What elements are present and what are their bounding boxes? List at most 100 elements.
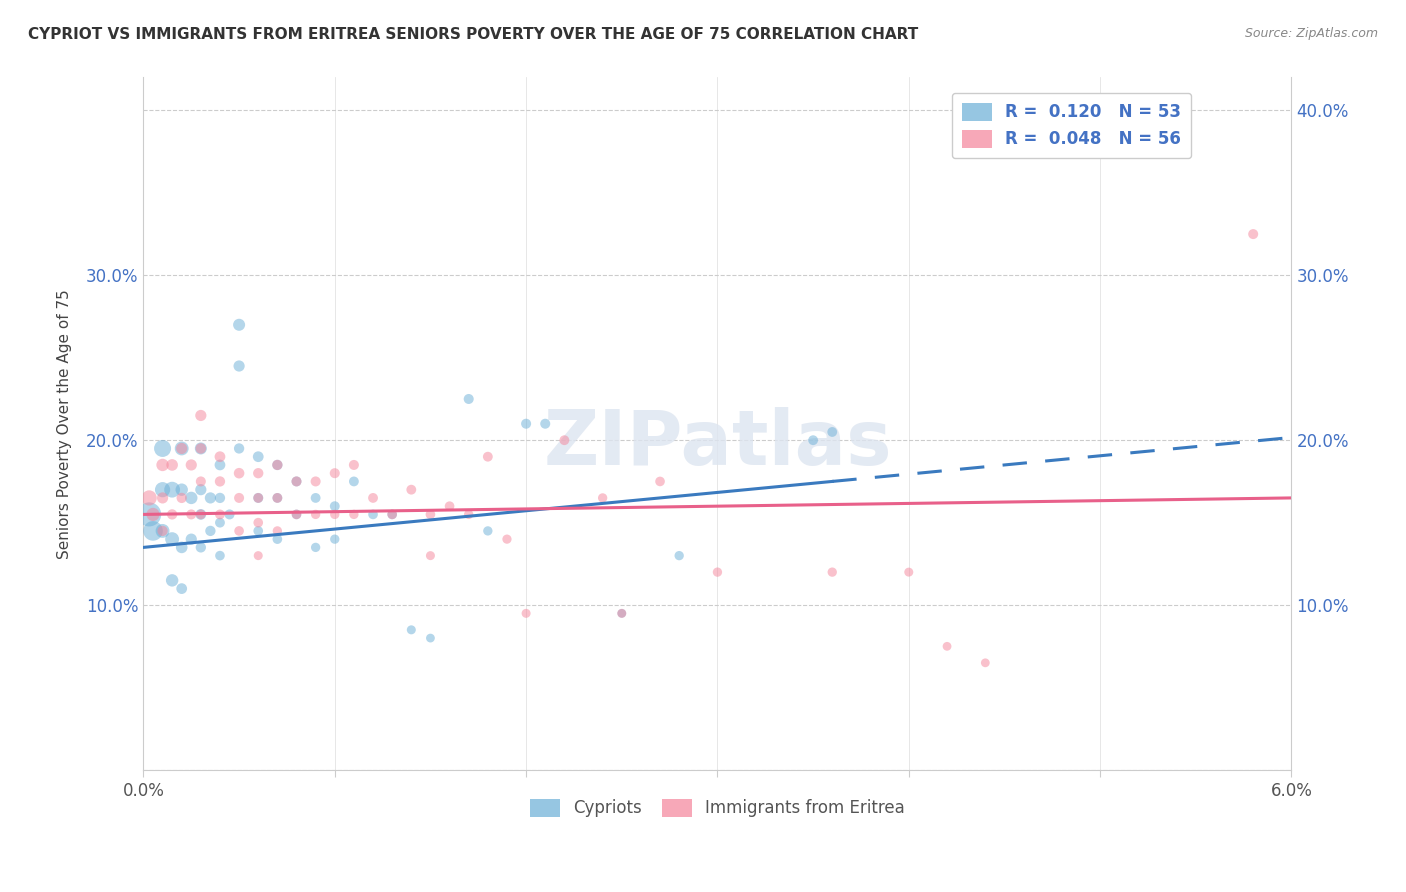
Point [208, 549, 231, 563]
Point [343, 458, 366, 472]
Point [247, 466, 270, 480]
Point [160, 458, 183, 472]
Point [208, 516, 231, 530]
Point [266, 458, 288, 472]
Point [160, 574, 183, 588]
Point [974, 656, 997, 670]
Point [419, 549, 441, 563]
Point [266, 532, 288, 546]
Point [648, 475, 671, 489]
Point [343, 475, 366, 489]
Point [304, 508, 326, 522]
Point [285, 508, 308, 522]
Point [266, 524, 288, 538]
Point [190, 483, 212, 497]
Point [208, 458, 231, 472]
Point [200, 524, 222, 538]
Text: ZIPatlas: ZIPatlas [543, 408, 891, 482]
Point [381, 508, 404, 522]
Point [897, 565, 920, 579]
Point [668, 549, 690, 563]
Point [323, 499, 346, 513]
Point [142, 508, 165, 522]
Point [439, 499, 461, 513]
Point [208, 475, 231, 489]
Point [190, 508, 212, 522]
Point [218, 508, 240, 522]
Point [401, 623, 423, 637]
Point [228, 442, 250, 456]
Point [304, 491, 326, 505]
Point [515, 417, 537, 431]
Point [821, 425, 844, 439]
Point [247, 491, 270, 505]
Point [170, 483, 193, 497]
Point [381, 508, 404, 522]
Point [592, 491, 614, 505]
Point [190, 475, 212, 489]
Point [304, 475, 326, 489]
Point [323, 508, 346, 522]
Point [247, 516, 270, 530]
Point [361, 491, 384, 505]
Point [706, 565, 728, 579]
Text: Source: ZipAtlas.com: Source: ZipAtlas.com [1244, 27, 1378, 40]
Point [285, 475, 308, 489]
Point [266, 491, 288, 505]
Point [170, 541, 193, 555]
Point [180, 532, 202, 546]
Point [152, 491, 174, 505]
Point [323, 466, 346, 480]
Point [477, 450, 499, 464]
Point [610, 607, 633, 621]
Point [190, 442, 212, 456]
Point [401, 483, 423, 497]
Point [457, 392, 479, 406]
Point [208, 491, 231, 505]
Point [138, 508, 160, 522]
Point [152, 524, 174, 538]
Point [247, 524, 270, 538]
Point [208, 450, 231, 464]
Point [160, 508, 183, 522]
Point [228, 318, 250, 332]
Point [190, 508, 212, 522]
Point [534, 417, 557, 431]
Point [936, 640, 959, 654]
Point [152, 458, 174, 472]
Point [152, 442, 174, 456]
Point [180, 508, 202, 522]
Point [419, 508, 441, 522]
Point [285, 508, 308, 522]
Point [160, 483, 183, 497]
Point [610, 607, 633, 621]
Point [343, 508, 366, 522]
Point [170, 491, 193, 505]
Point [228, 524, 250, 538]
Point [553, 434, 575, 448]
Point [1241, 227, 1264, 241]
Point [304, 541, 326, 555]
Point [190, 409, 212, 423]
Point [152, 524, 174, 538]
Point [190, 541, 212, 555]
Y-axis label: Seniors Poverty Over the Age of 75: Seniors Poverty Over the Age of 75 [58, 289, 72, 558]
Point [323, 532, 346, 546]
Point [170, 582, 193, 596]
Point [515, 607, 537, 621]
Point [247, 450, 270, 464]
Point [801, 434, 824, 448]
Point [266, 491, 288, 505]
Point [170, 442, 193, 456]
Point [200, 491, 222, 505]
Point [457, 508, 479, 522]
Point [180, 491, 202, 505]
Point [180, 458, 202, 472]
Point [138, 491, 160, 505]
Point [228, 491, 250, 505]
Point [190, 442, 212, 456]
Point [821, 565, 844, 579]
Point [160, 532, 183, 546]
Point [208, 508, 231, 522]
Point [228, 466, 250, 480]
